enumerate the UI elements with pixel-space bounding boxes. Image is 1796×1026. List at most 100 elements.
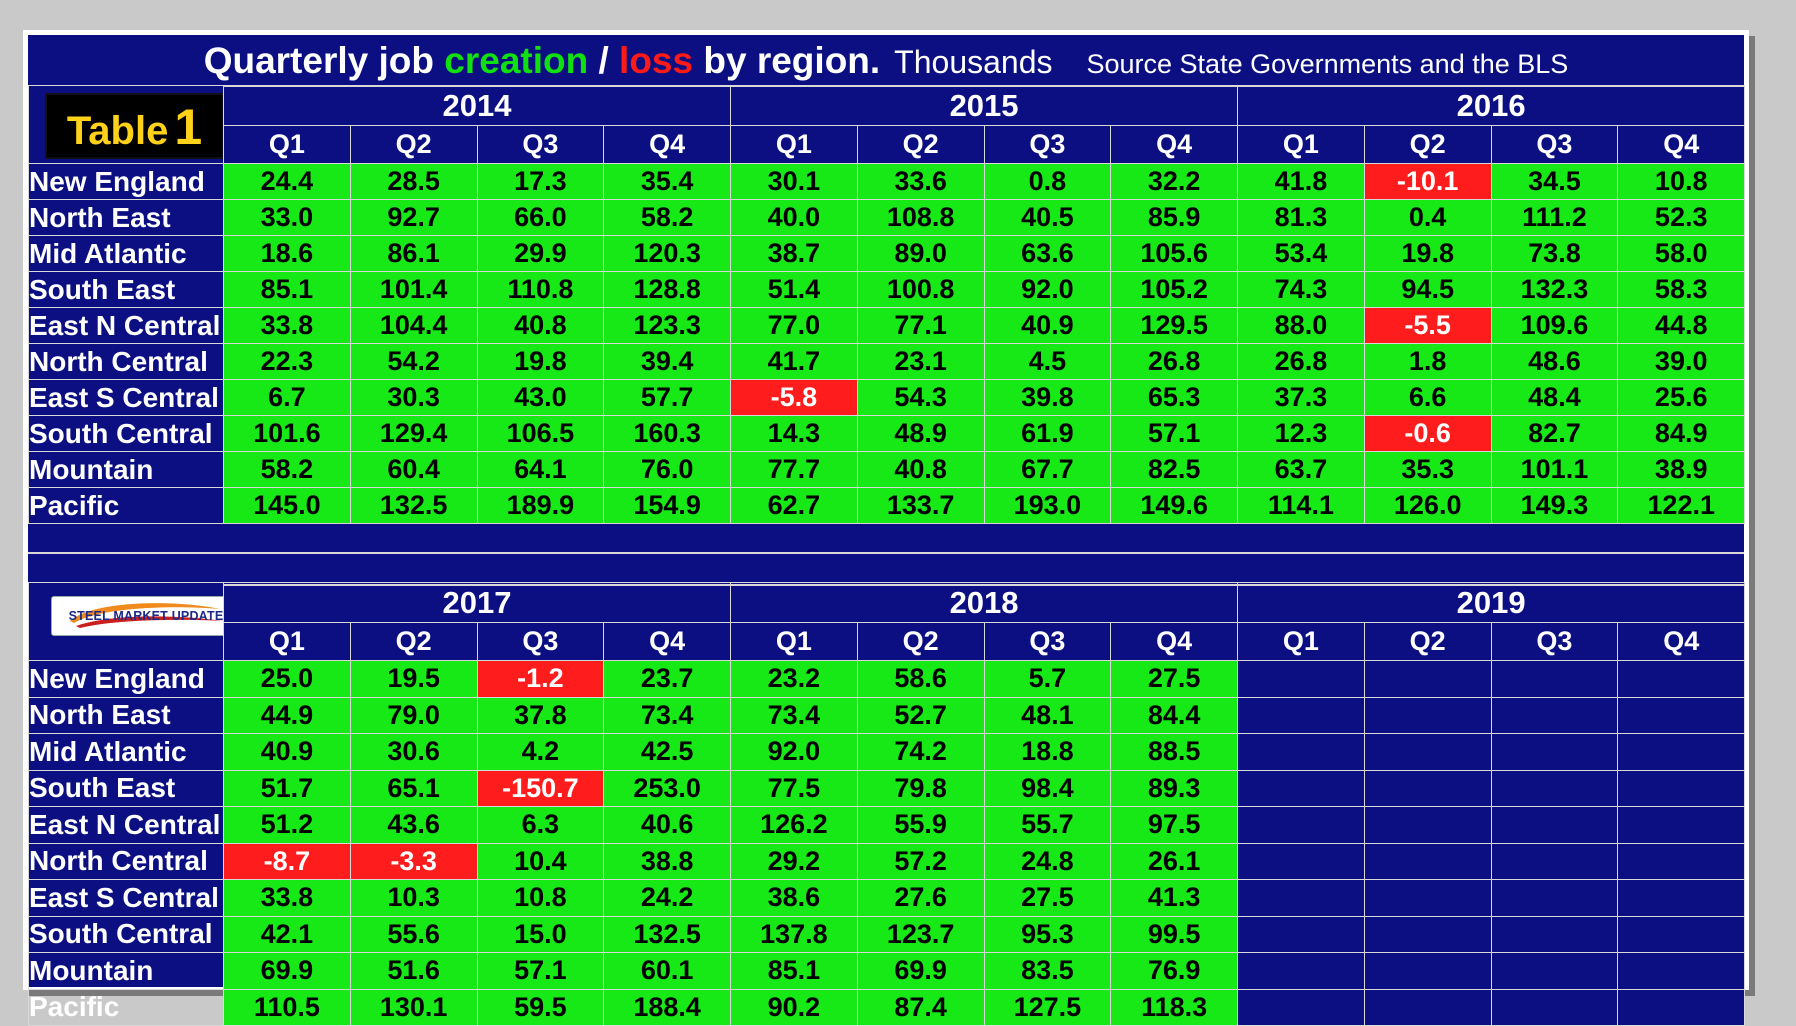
gain-cell: 34.5 [1490,163,1619,200]
empty-cell [1490,842,1619,880]
gain-cell: 10.8 [476,879,605,917]
gain-cell: 84.9 [1617,415,1746,452]
loss-cell: -10.1 [1363,163,1492,200]
gain-cell: 84.4 [1110,696,1239,734]
table-title: Quarterly job creation / loss by region.… [28,35,1744,87]
empty-cell [1237,769,1365,807]
gain-cell: 6.7 [223,379,351,416]
gain-cell: 77.7 [730,451,858,488]
empty-cell [1237,952,1365,990]
quarter-header: Q4 [1617,125,1746,164]
gain-cell: 55.7 [983,806,1112,844]
quarter-header: Q4 [1617,622,1746,661]
gain-cell: 30.1 [730,163,858,200]
steel-market-update-logo: STEEL MARKET UPDATE [51,596,223,636]
gain-cell: 109.6 [1490,307,1619,344]
gain-cell: 126.2 [730,806,858,844]
region-label: Mid Atlantic [28,733,224,771]
gain-cell: 18.6 [223,235,351,272]
quarter-header: Q3 [1490,622,1619,661]
logo-cell: STEEL MARKET UPDATE [28,582,224,661]
gain-cell: 122.1 [1617,487,1746,524]
gain-cell: 33.8 [223,307,351,344]
gain-cell: 29.2 [730,842,858,880]
region-label: New England [28,163,224,200]
empty-cell [1363,696,1492,734]
gain-cell: 40.5 [983,199,1112,236]
gain-cell: 33.8 [223,879,351,917]
gain-cell: 4.5 [983,343,1112,380]
gain-cell: 58.3 [1617,271,1746,308]
gain-cell: 25.0 [223,660,351,698]
table-spacer [28,552,1744,586]
quarter-header: Q4 [1110,622,1239,661]
gain-cell: 101.4 [349,271,478,308]
gain-cell: 54.2 [349,343,478,380]
gain-cell: 97.5 [1110,806,1239,844]
gain-cell: 48.4 [1490,379,1619,416]
gain-cell: 5.7 [983,660,1112,698]
empty-cell [1363,769,1492,807]
gain-cell: 58.2 [603,199,732,236]
gain-cell: 130.1 [349,988,478,1026]
gain-cell: 111.2 [1490,199,1619,236]
gain-cell: 33.6 [856,163,985,200]
empty-cell [1237,696,1365,734]
quarter-header: Q1 [1237,622,1365,661]
empty-cell [1363,915,1492,953]
gain-cell: 193.0 [983,487,1112,524]
gain-cell: 51.4 [730,271,858,308]
empty-cell [1237,842,1365,880]
table-row: North East 44.9 79.0 37.8 73.4 73.4 52.7 48.1 84… [28,696,1746,734]
gain-cell: 132.5 [603,915,732,953]
table-row: North Central -8.7 -3.3 10.4 38.8 29.2 57.2 24.… [28,842,1746,880]
region-label: Pacific [28,988,224,1026]
table-row: East N Central 51.2 43.6 6.3 40.6 126.2 55.9 55… [28,806,1746,844]
gain-cell: 188.4 [603,988,732,1026]
gain-cell: 82.5 [1110,451,1239,488]
region-label: South Central [28,415,224,452]
table-row: North East 33.0 92.7 66.0 58.2 40.0 108.8 40.5 8… [28,199,1746,236]
gain-cell: 6.6 [1363,379,1492,416]
table-row: South East 85.1 101.4 110.8 128.8 51.4 100.8 92… [28,271,1746,308]
region-label: New England [28,660,224,698]
gain-cell: 83.5 [983,952,1112,990]
table-row: South Central 42.1 55.6 15.0 132.5 137.8 123.7… [28,915,1746,953]
empty-cell [1617,879,1746,917]
empty-cell [1237,879,1365,917]
empty-cell [1363,733,1492,771]
gain-cell: 63.7 [1237,451,1365,488]
gain-cell: 57.2 [856,842,985,880]
gain-cell: 132.5 [349,487,478,524]
gain-cell: 28.5 [349,163,478,200]
table-row: Mid Atlantic 18.6 86.1 29.9 120.3 38.7 89.0 63.… [28,235,1746,272]
title-source: Source State Governments and the BLS [1086,49,1569,79]
year-header-1: 2018 [730,582,1239,623]
quarter-header: Q3 [983,622,1112,661]
gain-cell: 92.0 [983,271,1112,308]
gain-cell: 40.0 [730,199,858,236]
title-prefix: Quarterly job [203,40,445,81]
gain-cell: 26.1 [1110,842,1239,880]
quarter-header: Q3 [476,622,605,661]
gain-cell: 0.4 [1363,199,1492,236]
gain-cell: 253.0 [603,769,732,807]
job-table-panel: Quarterly job creation / loss by region.… [28,35,1746,1026]
gain-cell: 77.0 [730,307,858,344]
gain-cell: 41.7 [730,343,858,380]
year-header-0: 2014 [222,85,732,126]
gain-cell: 23.2 [730,660,858,698]
table-label: Table 1 [45,93,223,159]
gain-cell: 41.8 [1237,163,1365,200]
gain-cell: 4.2 [476,733,605,771]
empty-cell [1617,769,1746,807]
empty-cell [1617,733,1746,771]
gain-cell: 132.3 [1490,271,1619,308]
region-label: Pacific [28,487,224,524]
quarter-header: Q2 [856,622,985,661]
gain-cell: 22.3 [223,343,351,380]
gain-cell: 40.9 [223,733,351,771]
gain-cell: 25.6 [1617,379,1746,416]
gain-cell: 38.7 [730,235,858,272]
gain-cell: 57.1 [476,952,605,990]
